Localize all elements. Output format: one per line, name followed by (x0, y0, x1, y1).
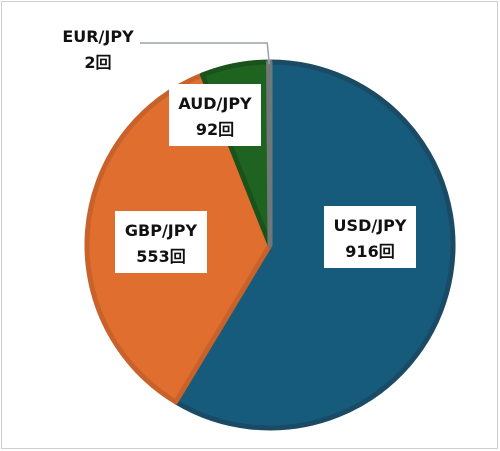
data-label-box (169, 84, 261, 146)
data-label-category: AUD/JPY (178, 94, 252, 113)
pie-slice-usd-jpy (173, 59, 456, 431)
data-label-aud-jpy: AUD/JPY 92回 (169, 84, 261, 146)
data-label-value: 916回 (345, 242, 394, 261)
pie-slice-eur-jpy (266, 59, 273, 248)
data-label-category: GBP/JPY (125, 221, 198, 240)
data-labels: USD/JPY 916回 GBP/JPY 553回 AUD/JPY 92回 EUR/JPY 2… (62, 27, 416, 273)
data-label-usd-jpy: USD/JPY 916回 (324, 206, 416, 268)
data-label-gbp-jpy: GBP/JPY 553回 (115, 211, 207, 273)
data-label-eur-jpy: EUR/JPY 2回 (62, 27, 134, 72)
data-label-value: 92回 (196, 120, 234, 139)
data-label-value: 2回 (84, 53, 111, 72)
data-label-box (115, 211, 207, 273)
data-label-box (324, 206, 416, 268)
data-label-category: EUR/JPY (62, 27, 134, 46)
data-label-category: USD/JPY (334, 216, 407, 235)
leader-lines (140, 42, 271, 65)
leader-line-eur-jpy (140, 42, 271, 65)
data-label-value: 553回 (136, 247, 185, 266)
